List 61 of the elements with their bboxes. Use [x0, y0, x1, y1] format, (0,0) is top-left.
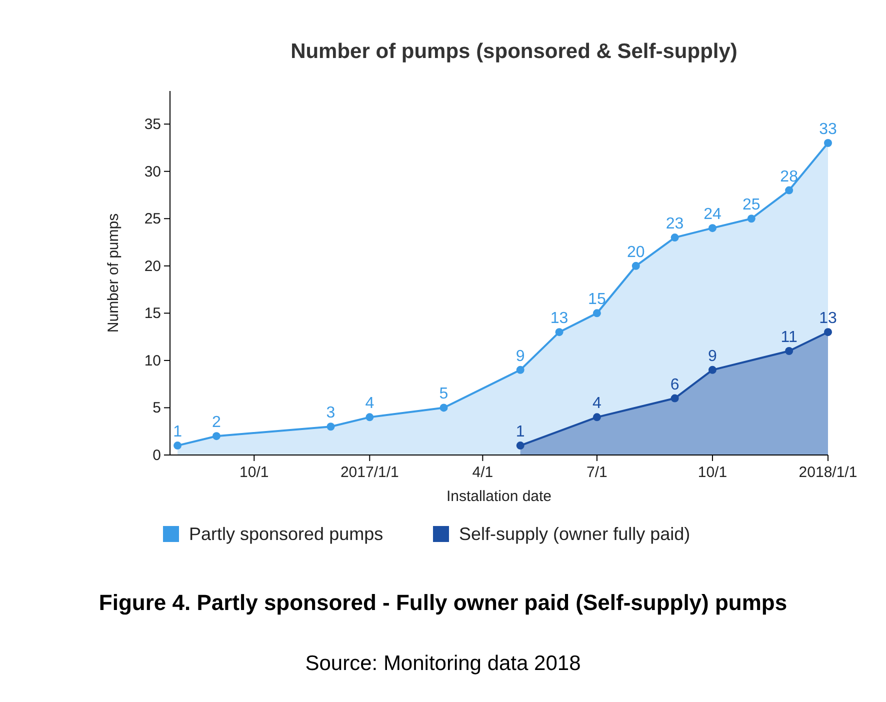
chart-title: Number of pumps (sponsored & Self-supply) — [290, 40, 738, 63]
x-tick-label: 4/1 — [472, 464, 494, 481]
data-label: 3 — [326, 404, 336, 422]
data-label: 2 — [212, 414, 222, 432]
point — [174, 442, 182, 450]
point — [516, 366, 524, 374]
legend-label: Partly sponsored pumps — [189, 524, 384, 544]
y-tick-label: 5 — [152, 400, 161, 417]
caption: Figure 4. Partly sponsored - Fully owner paid (Self-supply) pumps — [98, 590, 788, 615]
x-tick-label: 7/1 — [586, 464, 608, 481]
y-tick-label: 15 — [144, 305, 161, 322]
data-label: 6 — [670, 376, 680, 394]
point — [785, 347, 794, 355]
data-label: 13 — [550, 310, 568, 328]
point — [824, 139, 832, 147]
x-tick-label: 10/1 — [240, 464, 269, 481]
y-tick-label: 20 — [144, 258, 161, 275]
x-axis-title: Installation date — [446, 488, 552, 505]
point — [632, 262, 640, 270]
y-tick-label: 30 — [144, 163, 161, 180]
source-note: Source: Monitoring data 2018 — [305, 652, 581, 675]
point — [785, 186, 794, 194]
point — [708, 224, 716, 232]
data-label: 25 — [742, 196, 760, 214]
y-tick-label: 10 — [144, 352, 161, 370]
data-label: 9 — [516, 348, 525, 365]
point — [592, 413, 601, 422]
point — [592, 309, 601, 318]
x-tick-label: 2018/1/1 — [798, 464, 858, 481]
point — [212, 432, 220, 440]
point — [670, 234, 679, 242]
data-label: 28 — [780, 168, 798, 186]
point — [555, 328, 564, 336]
data-label: 20 — [626, 244, 645, 261]
point — [747, 214, 756, 223]
data-label: 4 — [365, 395, 374, 412]
data-label: 1 — [173, 424, 182, 441]
data-label: 24 — [704, 206, 722, 224]
point — [326, 422, 335, 431]
data-label: 23 — [666, 216, 684, 233]
legend-label: Self-supply (owner fully paid) — [459, 524, 690, 544]
point — [824, 328, 832, 336]
data-label: 33 — [819, 121, 837, 138]
point — [516, 442, 524, 450]
y-tick-label: 0 — [152, 447, 161, 464]
data-label: 11 — [780, 329, 798, 346]
x-tick-label: 10/1 — [698, 464, 728, 481]
point — [366, 413, 374, 422]
point — [670, 394, 679, 402]
y-tick-label: 25 — [144, 210, 161, 228]
y-axis-title: Number of pumps — [105, 213, 122, 333]
data-label: 1 — [516, 424, 525, 441]
point — [708, 366, 716, 374]
data-label: 4 — [592, 395, 602, 412]
data-label: 5 — [439, 386, 448, 403]
point — [440, 404, 448, 412]
data-label: 13 — [819, 310, 837, 328]
data-label: 15 — [588, 291, 606, 308]
x-tick-label: 2017/1/1 — [340, 464, 399, 481]
y-tick-label: 35 — [144, 116, 161, 134]
data-label: 9 — [708, 348, 718, 365]
